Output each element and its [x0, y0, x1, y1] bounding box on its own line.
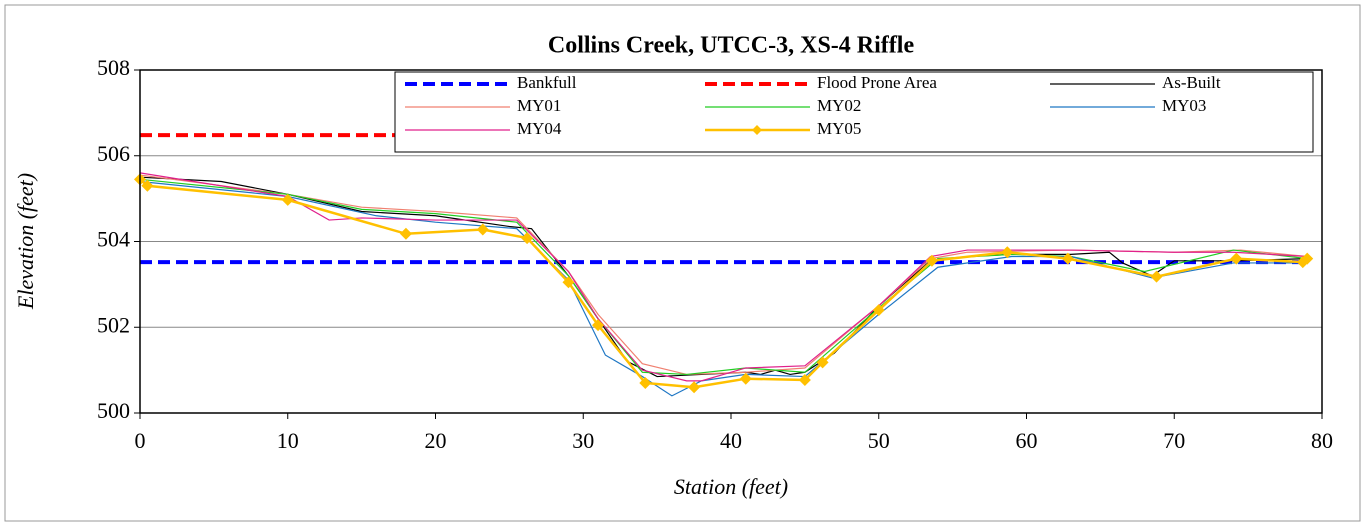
- legend-label: MY05: [817, 119, 861, 138]
- x-tick-label: 80: [1311, 428, 1333, 453]
- chart-title: Collins Creek, UTCC-3, XS-4 Riffle: [548, 33, 915, 59]
- legend-label: As-Built: [1162, 73, 1221, 92]
- marker: [281, 193, 294, 206]
- legend: [394, 71, 1314, 153]
- y-tick-label: 504: [97, 227, 130, 252]
- y-tick-label: 506: [97, 141, 130, 166]
- legend-label: MY04: [517, 119, 562, 138]
- y-tick-label: 500: [97, 398, 130, 423]
- x-tick-label: 40: [720, 428, 742, 453]
- marker: [639, 376, 652, 389]
- x-tick-label: 10: [277, 428, 299, 453]
- marker: [1150, 270, 1163, 283]
- marker: [1230, 252, 1243, 265]
- legend-label: MY02: [817, 96, 861, 115]
- y-tick-label: 508: [97, 55, 130, 80]
- x-axis-label: Station (feet): [674, 474, 788, 499]
- marker: [476, 223, 489, 236]
- marker: [399, 227, 412, 240]
- legend-label: MY01: [517, 96, 561, 115]
- marker: [592, 319, 605, 332]
- legend-label: Flood Prone Area: [817, 73, 937, 92]
- y-tick-label: 502: [97, 312, 130, 337]
- marker: [739, 372, 752, 385]
- marker: [141, 179, 154, 192]
- marker: [688, 381, 701, 394]
- y-axis-label: Elevation (feet): [13, 173, 38, 310]
- marker: [562, 276, 575, 289]
- marker: [1061, 252, 1074, 265]
- x-tick-label: 50: [868, 428, 890, 453]
- series-line: [139, 172, 1308, 382]
- marker: [816, 356, 829, 369]
- x-tick-label: 30: [572, 428, 594, 453]
- plot-border: [139, 69, 1323, 414]
- marker: [521, 232, 534, 245]
- x-tick-label: 0: [135, 428, 146, 453]
- series-line: [139, 178, 1308, 376]
- legend-marker: [752, 125, 762, 135]
- marker: [1001, 246, 1014, 259]
- marker: [798, 373, 811, 386]
- marker: [1301, 252, 1314, 265]
- x-tick-label: 20: [425, 428, 447, 453]
- x-tick-label: 70: [1163, 428, 1185, 453]
- x-tick-label: 60: [1016, 428, 1038, 453]
- marker: [925, 254, 938, 267]
- legend-label: MY03: [1162, 96, 1206, 115]
- marker: [872, 304, 885, 317]
- legend-label: Bankfull: [517, 73, 577, 92]
